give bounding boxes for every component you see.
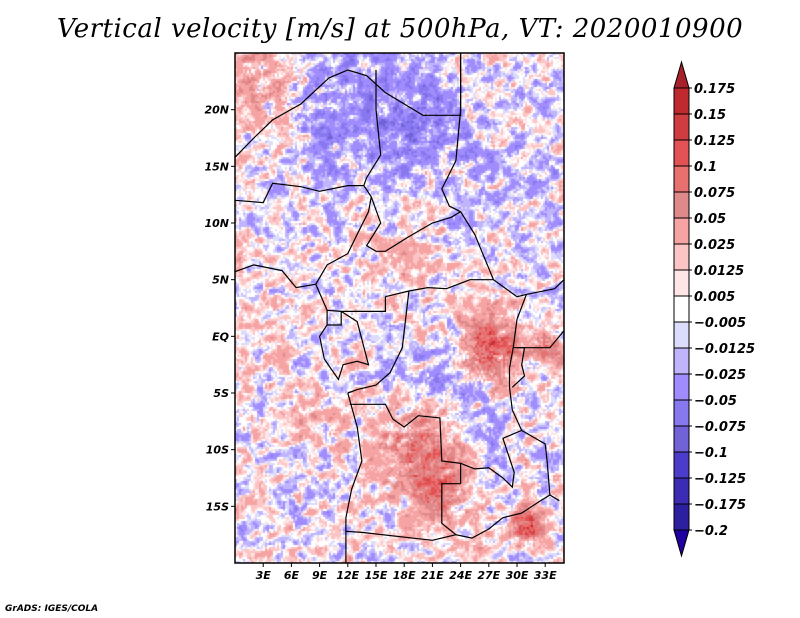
colorbar-swatch xyxy=(673,113,690,141)
country-borders xyxy=(234,53,565,563)
x-tick-label: 27E xyxy=(477,569,500,582)
map-area xyxy=(234,52,565,564)
colorbar-swatch xyxy=(673,295,690,323)
border-line xyxy=(508,294,560,502)
colorbar-label: −0.05 xyxy=(694,394,737,409)
x-tick-label: 9E xyxy=(312,569,328,582)
y-axis: 20N 15N 10N 5N EQ 5S 10S 15S xyxy=(204,104,235,513)
colorbar-swatch xyxy=(673,191,690,219)
map-frame xyxy=(234,52,565,564)
colorbar-label: −0.0125 xyxy=(694,342,755,357)
colorbar-swatch xyxy=(673,269,690,297)
y-tick-label: 20N xyxy=(204,104,229,117)
y-tick-label: 5S xyxy=(213,387,229,400)
border-line xyxy=(345,392,363,563)
colorbar-label: 0.15 xyxy=(694,108,726,123)
border-line xyxy=(517,330,565,349)
colorbar-swatch xyxy=(673,373,690,401)
border-line xyxy=(385,279,494,298)
border-line xyxy=(441,53,462,213)
border-line xyxy=(318,310,328,360)
colorbar-label: 0.005 xyxy=(694,290,735,305)
border-line xyxy=(460,429,522,489)
colorbar-min-arrow xyxy=(673,529,690,558)
x-tick-label: 24E xyxy=(449,569,472,582)
colorbar-label: 0.125 xyxy=(694,134,735,149)
grads-credit: GrADS: IGES/COLA xyxy=(5,604,99,614)
colorbar-swatch xyxy=(673,87,690,115)
chart-title: Vertical velocity [m/s] at 500hPa, VT: 2… xyxy=(56,14,744,44)
x-tick-label: 21E xyxy=(421,569,444,582)
x-axis: 3E 6E 9E 12E 15E 18E 21E 24E 27E 30E 33E xyxy=(256,563,557,582)
colorbar-swatch xyxy=(673,425,690,453)
colorbar-label: 0.075 xyxy=(694,186,735,201)
colorbar-swatch xyxy=(673,477,690,505)
colorbar-label: −0.1 xyxy=(694,446,728,461)
y-tick-label: 10N xyxy=(204,217,229,230)
border-line xyxy=(323,310,370,381)
colorbar-swatch xyxy=(673,321,690,349)
colorbar-swatch xyxy=(673,217,690,245)
border-line xyxy=(365,196,461,252)
x-tick-label: 15E xyxy=(365,569,388,582)
border-line xyxy=(327,311,342,326)
colorbar-swatch xyxy=(673,139,690,167)
x-tick-label: 18E xyxy=(393,569,416,582)
colorbar-swatch xyxy=(673,243,690,271)
colorbar-max-arrow xyxy=(673,60,690,89)
colorbar-label: 0.025 xyxy=(694,238,735,253)
x-tick-label: 12E xyxy=(336,569,359,582)
border-line xyxy=(363,70,382,186)
colorbar-label: 0.05 xyxy=(694,212,726,227)
colorbar-swatch xyxy=(673,503,690,531)
colorbar-swatch xyxy=(673,451,690,479)
x-tick-label: 30E xyxy=(506,569,529,582)
y-tick-label: 5N xyxy=(212,274,229,287)
x-tick-label: 3E xyxy=(256,569,272,582)
border-line xyxy=(349,403,462,484)
colorbar-swatch xyxy=(673,347,690,375)
colorbar-label: −0.005 xyxy=(694,316,746,331)
border-line xyxy=(234,182,364,204)
x-tick-label: 6E xyxy=(284,569,300,582)
y-tick-label: 10S xyxy=(206,444,229,457)
x-tick-label: 33E xyxy=(534,569,557,582)
border-line xyxy=(511,347,526,388)
shaded-field xyxy=(235,53,564,563)
colorbar-legend: 0.175 0.15 0.125 0.1 0.075 0.05 0.025 0.0125 0.0… xyxy=(673,60,755,558)
colorbar-label: −0.175 xyxy=(694,498,746,513)
y-tick-label: EQ xyxy=(212,330,229,343)
colorbar-label: 0.0125 xyxy=(694,264,744,279)
colorbar-swatch xyxy=(673,165,690,193)
colorbar-label: −0.2 xyxy=(694,524,728,539)
colorbar-label: −0.125 xyxy=(694,472,746,487)
y-tick-label: 15N xyxy=(204,160,229,173)
colorbar-label: −0.075 xyxy=(694,420,746,435)
colorbar-swatch xyxy=(673,399,690,427)
border-line xyxy=(460,211,565,298)
border-line xyxy=(455,494,551,539)
colorbar-label: −0.025 xyxy=(694,368,746,383)
border-line xyxy=(234,53,462,158)
colorbar-label: 0.1 xyxy=(694,160,717,175)
border-line xyxy=(347,290,410,394)
y-tick-label: 15S xyxy=(206,500,229,513)
border-line xyxy=(234,264,316,289)
colorbar-label: 0.175 xyxy=(694,82,735,97)
